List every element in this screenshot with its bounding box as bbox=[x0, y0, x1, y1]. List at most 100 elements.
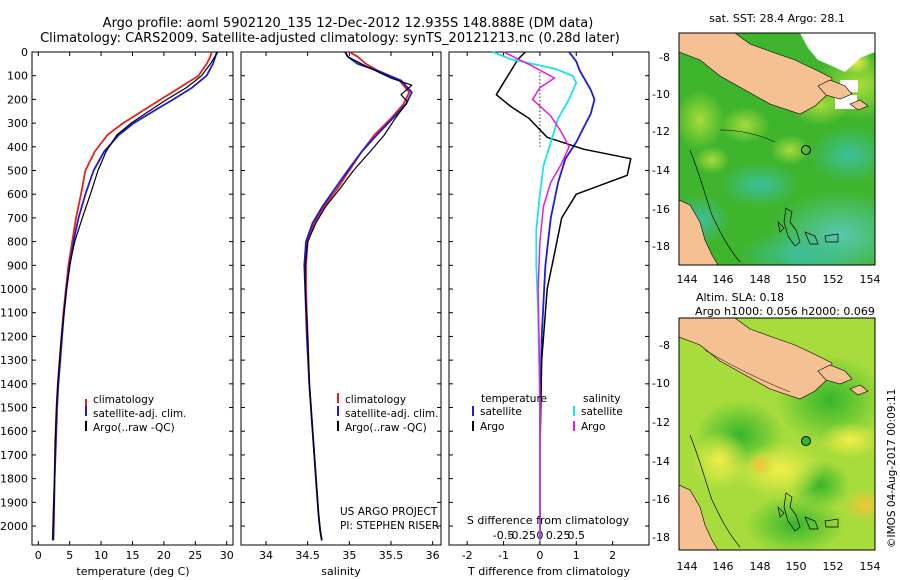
sst-lat-label: -12 bbox=[652, 125, 670, 138]
y-tick-label: 1600 bbox=[0, 425, 28, 438]
legend-title-salinity: salinity bbox=[583, 393, 621, 405]
y-tick-label: 1100 bbox=[0, 307, 28, 320]
x-tick-label: 0 bbox=[536, 549, 543, 562]
sst-lon-label: 150 bbox=[786, 273, 807, 286]
sst-lat-label: -8 bbox=[659, 51, 670, 64]
legend-label-argo: Argo(..raw -QC) bbox=[345, 422, 427, 434]
y-tick-label: 1500 bbox=[0, 402, 28, 415]
temperature-profile-panel: 0100200300400500600700800900100011001200… bbox=[0, 46, 234, 578]
figure-title-line2: Climatology: CARS2009. Satellite-adjuste… bbox=[40, 31, 620, 46]
y-tick-label: 1400 bbox=[0, 378, 28, 391]
sla-lat-label: -12 bbox=[652, 416, 670, 429]
argo-position-marker-sst bbox=[801, 145, 811, 155]
top-tick-label: -0.5 bbox=[493, 529, 514, 542]
x-tick-label: 35.5 bbox=[379, 549, 404, 562]
sst-lon-label: 144 bbox=[677, 273, 698, 286]
sst-lon-label: 154 bbox=[860, 273, 881, 286]
y-tick-label: 800 bbox=[7, 236, 28, 249]
sla-lat-label: -18 bbox=[652, 531, 670, 544]
sla-map-axes: -8 -10 -12 -14 -16 -18 144 146 148 150 1… bbox=[652, 339, 880, 573]
series-line-climatology bbox=[305, 51, 411, 541]
sst-map-field bbox=[679, 33, 875, 265]
project-credit-line1: US ARGO PROJECT bbox=[340, 506, 438, 518]
x-tick-label: 15 bbox=[126, 549, 140, 562]
y-tick-label: 1300 bbox=[0, 354, 28, 367]
sst-lon-label: 148 bbox=[750, 273, 771, 286]
sla-lat-label: -10 bbox=[652, 377, 670, 390]
x-axis-label: salinity bbox=[321, 565, 361, 578]
sst-lat-label: -14 bbox=[652, 164, 670, 177]
y-tick-label: 2000 bbox=[0, 520, 28, 533]
top-tick-label: 0.25 bbox=[546, 529, 571, 542]
x-axis-label: temperature (deg C) bbox=[76, 565, 189, 578]
difference-top-axis-label: S difference from climatology bbox=[467, 514, 630, 527]
y-tick-label: 400 bbox=[7, 141, 28, 154]
plot-frame bbox=[240, 51, 442, 546]
x-tick-label: 20 bbox=[157, 549, 171, 562]
series-line-salinity-argo bbox=[503, 51, 570, 541]
y-tick-label: 700 bbox=[7, 212, 28, 225]
x-tick-label: 34.5 bbox=[295, 549, 320, 562]
sla-lat-label: -14 bbox=[652, 455, 670, 468]
temperature-legend: climatology satellite-adj. clim. Argo(..… bbox=[85, 394, 186, 434]
legend-label-argo: Argo(..raw -QC) bbox=[93, 422, 175, 434]
x-tick-label: 30 bbox=[220, 549, 234, 562]
legend-label-sal-argo: Argo bbox=[581, 421, 605, 433]
y-tick-label: 200 bbox=[7, 93, 28, 106]
x-tick-label: 36 bbox=[426, 549, 440, 562]
figure-title-line1: Argo profile: aoml 5902120_135 12-Dec-20… bbox=[103, 16, 594, 31]
legend-label-climatology: climatology bbox=[93, 394, 154, 406]
x-tick-label: 34 bbox=[259, 549, 273, 562]
sla-lon-label: 152 bbox=[823, 560, 844, 573]
sla-lon-label: 150 bbox=[786, 560, 807, 573]
x-tick-label: 5 bbox=[66, 549, 73, 562]
series-line-satellite-adj-clim- bbox=[52, 51, 218, 541]
series-line-satellite-adj-clim- bbox=[303, 51, 413, 541]
sla-lon-label: 148 bbox=[750, 560, 771, 573]
sst-map-axes: -8 -10 -12 -14 -16 -18 144 146 148 150 1… bbox=[652, 51, 880, 286]
salinity-profile-panel: 34 34.5 35 35.5 36 salinity bbox=[240, 51, 442, 578]
x-tick-label: 2 bbox=[609, 549, 616, 562]
y-tick-label: 100 bbox=[7, 70, 28, 83]
y-tick-label: 1900 bbox=[0, 496, 28, 509]
y-tick-label: 1700 bbox=[0, 449, 28, 462]
x-tick-label: 10 bbox=[94, 549, 108, 562]
legend-label-climatology: climatology bbox=[345, 394, 406, 406]
sla-map-frame bbox=[678, 317, 876, 551]
sla-lon-label: 144 bbox=[677, 560, 698, 573]
y-tick-label: 1200 bbox=[0, 330, 28, 343]
x-tick-label: 1 bbox=[573, 549, 580, 562]
sla-lon-label: 146 bbox=[713, 560, 734, 573]
legend-label-satellite: satellite-adj. clim. bbox=[345, 408, 438, 420]
y-tick-label: 0 bbox=[21, 46, 28, 59]
difference-legend: temperature salinity satellite Argo sate… bbox=[472, 393, 623, 433]
difference-profile-panel: -2 -1 0 1 2-0.5-0.25 0 0.250.5T difference fro… bbox=[448, 51, 650, 578]
series-line-argo-raw-qc- bbox=[304, 51, 413, 541]
plot-frame bbox=[448, 51, 650, 546]
sst-lat-label: -10 bbox=[652, 88, 670, 101]
x-tick-label: -1 bbox=[498, 549, 509, 562]
legend-label-sal-satellite: satellite bbox=[581, 406, 623, 418]
sst-lon-label: 146 bbox=[713, 273, 734, 286]
top-tick-label: -0.25 bbox=[507, 529, 535, 542]
project-credit-line2: PI: STEPHEN RISER bbox=[340, 520, 439, 532]
sla-lat-label: -16 bbox=[652, 493, 670, 506]
sst-map-title: sat. SST: 28.4 Argo: 28.1 bbox=[709, 12, 845, 25]
x-tick-label: 35 bbox=[342, 549, 356, 562]
top-tick-label: 0.5 bbox=[568, 529, 586, 542]
y-tick-label: 1800 bbox=[0, 473, 28, 486]
x-tick-label: -2 bbox=[462, 549, 473, 562]
legend-label-temp-satellite: satellite bbox=[480, 406, 522, 418]
sst-lat-label: -18 bbox=[652, 240, 670, 253]
x-tick-label: 0 bbox=[35, 549, 42, 562]
sla-lat-label: -8 bbox=[659, 339, 670, 352]
sla-map-title-line2: Argo h1000: 0.056 h2000: 0.069 bbox=[695, 305, 875, 318]
y-tick-label: 900 bbox=[7, 259, 28, 272]
series-line-salinity-satellite bbox=[492, 51, 578, 541]
argo-position-marker-sla bbox=[801, 436, 811, 446]
plot-frame bbox=[31, 51, 234, 546]
legend-label-temp-argo: Argo bbox=[480, 421, 504, 433]
sla-map-title-line1: Altim. SLA: 0.18 bbox=[696, 291, 784, 304]
sla-lon-label: 154 bbox=[860, 560, 881, 573]
series-line-temperature-satellite bbox=[539, 51, 596, 541]
